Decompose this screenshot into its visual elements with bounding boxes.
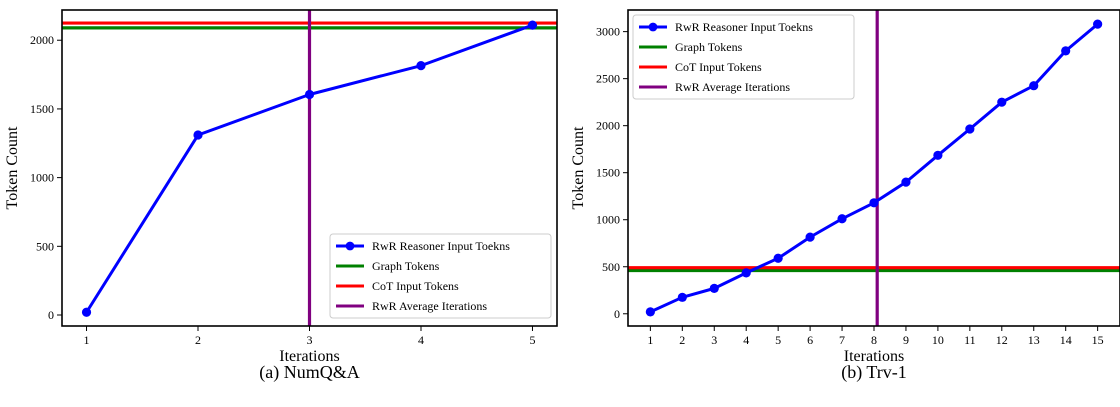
legend-label: RwR Average Iterations <box>675 80 790 94</box>
y-tick-label: 2000 <box>30 33 54 47</box>
x-tick-label: 4 <box>418 333 424 347</box>
legend: RwR Reasoner Input Toekns Graph Tokens CoT… <box>632 14 855 100</box>
legend-box <box>632 14 855 100</box>
x-tick-label: 5 <box>775 333 781 347</box>
legend-label: RwR Average Iterations <box>372 299 487 313</box>
rwr-data-point <box>1093 19 1103 29</box>
x-tick-label: 4 <box>743 333 749 347</box>
y-tick-label: 500 <box>36 239 54 253</box>
rwr-data-point <box>773 253 783 263</box>
chart-caption: (b) Trv-1 <box>841 362 907 383</box>
rwr-data-point <box>901 177 911 187</box>
legend-marker <box>345 241 355 251</box>
rwr-data-point <box>645 307 655 317</box>
x-tick-label: 8 <box>871 333 877 347</box>
legend-label: CoT Input Tokens <box>675 60 762 74</box>
x-tick-label: 5 <box>529 333 535 347</box>
rwr-data-point <box>527 20 538 30</box>
y-tick-label: 3000 <box>596 25 620 39</box>
rwr-data-point <box>193 130 203 140</box>
y-tick-label: 1500 <box>596 166 620 180</box>
x-tick-label: 10 <box>932 333 944 347</box>
plot-frame <box>61 9 558 327</box>
rwr-data-point <box>304 89 315 100</box>
rwr-data-point <box>805 232 815 242</box>
rwr-data-point <box>837 214 847 224</box>
x-tick-label: 7 <box>839 333 845 347</box>
rwr-data-point <box>965 124 975 134</box>
chart-trv1: 1 2 3 4 5 6 7 8 9 10 11 12 13 14 150500100015002000250… <box>570 9 1120 383</box>
rwr-data-point <box>709 283 719 293</box>
legend-label: RwR Reasoner Input Toekns <box>675 20 813 34</box>
legend: RwR Reasoner Input Toekns Graph Tokens CoT… <box>329 233 552 319</box>
legend-label: Graph Tokens <box>675 40 743 54</box>
y-tick-label: 500 <box>602 260 620 274</box>
x-axis-label: Iterations <box>279 348 339 365</box>
rwr-data-point <box>1029 81 1039 91</box>
x-tick-label: 9 <box>903 333 909 347</box>
x-tick-label: 15 <box>1092 333 1104 347</box>
rwr-data-point <box>677 292 687 302</box>
rwr-data-point <box>933 150 943 160</box>
rwr-data-point <box>416 61 426 71</box>
legend-label: CoT Input Tokens <box>372 279 459 293</box>
y-tick-label: 2000 <box>596 119 620 133</box>
rwr-data-point <box>81 307 92 317</box>
y-tick-label: 0 <box>48 308 54 322</box>
x-tick-label: 1 <box>84 333 90 347</box>
x-tick-label: 11 <box>964 333 976 347</box>
y-tick-label: 1000 <box>30 171 54 185</box>
y-tick-label: 0 <box>614 307 620 321</box>
rwr-data-point <box>997 97 1007 107</box>
rwr-data-point <box>1061 46 1071 56</box>
chart-caption: (a) NumQ&A <box>259 362 359 383</box>
x-tick-label: 6 <box>807 333 813 347</box>
legend-label: Graph Tokens <box>372 259 440 273</box>
y-axis-label: Token Count <box>4 126 21 209</box>
chart-numqa: 1 2 3 4 5 0 500 1000 1500 2000 Iterations Token C… <box>4 9 558 383</box>
legend-box <box>329 233 552 319</box>
y-axis-label: Token Count <box>570 126 587 209</box>
x-tick-label: 3 <box>711 333 717 347</box>
legend-label: RwR Reasoner Input Toekns <box>372 239 510 253</box>
y-tick-label: 1500 <box>30 102 54 116</box>
y-tick-label: 1000 <box>596 213 620 227</box>
rwr-data-point <box>869 198 879 208</box>
x-tick-label: 12 <box>996 333 1008 347</box>
legend-marker <box>648 22 658 32</box>
x-tick-label: 3 <box>307 333 313 347</box>
x-tick-label: 14 <box>1060 333 1072 347</box>
x-tick-label: 2 <box>195 333 201 347</box>
x-tick-label: 1 <box>647 333 653 347</box>
rwr-data-point <box>741 268 751 278</box>
x-axis-label: Iterations <box>844 348 904 365</box>
plot-frame <box>627 9 1120 327</box>
x-tick-label: 13 <box>1028 333 1040 347</box>
y-tick-label: 2500 <box>596 72 620 86</box>
x-tick-label: 2 <box>679 333 685 347</box>
